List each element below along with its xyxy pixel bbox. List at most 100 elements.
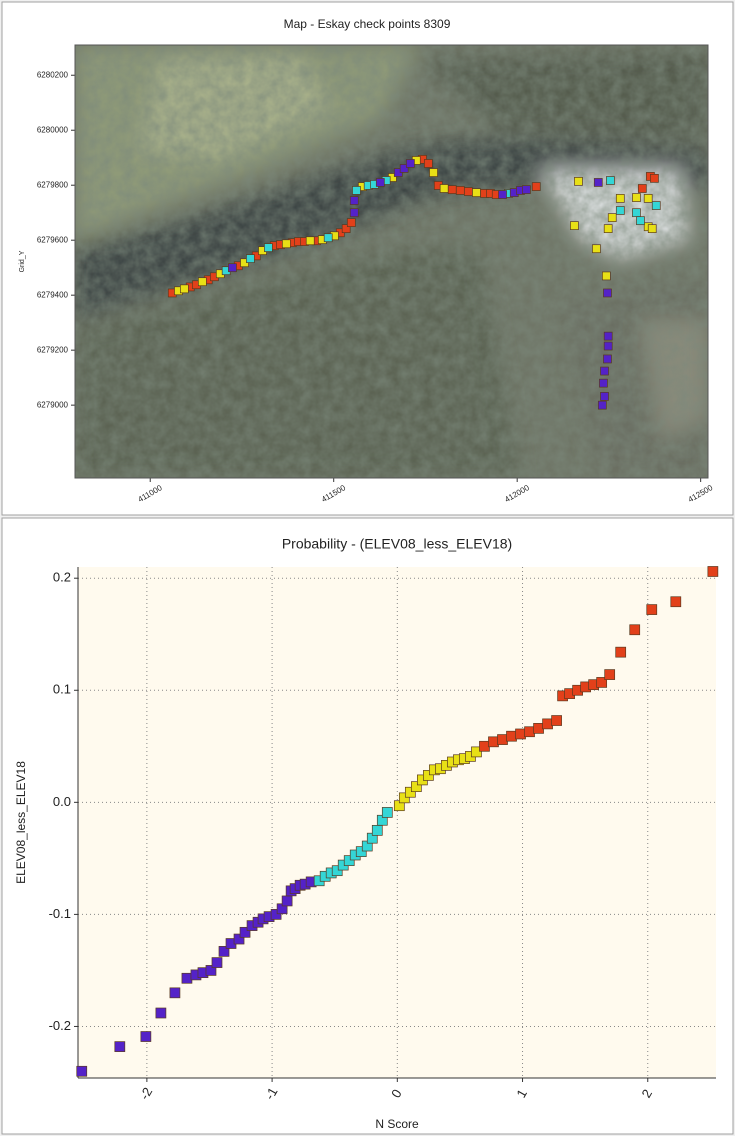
data-point	[282, 239, 291, 249]
data-point	[343, 855, 355, 866]
data-point	[114, 1041, 126, 1052]
data-point	[637, 184, 647, 193]
data-point	[464, 187, 473, 196]
data-point	[197, 277, 207, 287]
data-point	[239, 926, 251, 938]
data-point	[636, 216, 645, 226]
data-point	[542, 718, 553, 730]
data-point	[305, 236, 315, 246]
y-tick-label: 0.1	[53, 682, 71, 697]
data-point	[515, 728, 526, 740]
data-point	[593, 178, 603, 187]
data-point	[604, 669, 616, 680]
data-point	[439, 184, 449, 193]
data-point	[471, 746, 482, 758]
y-tick-label: 0.0	[53, 794, 71, 809]
data-point	[574, 177, 583, 186]
data-point	[398, 792, 410, 804]
data-point	[607, 213, 617, 223]
data-point	[602, 271, 611, 281]
y-tick-label: 0.2	[53, 570, 71, 585]
data-point	[524, 726, 535, 738]
data-point	[281, 895, 293, 907]
y-tick-label: -0.1	[49, 906, 71, 921]
data-point	[603, 288, 612, 298]
data-point	[632, 208, 641, 218]
data-point	[603, 354, 612, 364]
data-point	[670, 596, 682, 608]
x-axis-label: N Score	[375, 1117, 419, 1131]
data-point	[228, 263, 237, 273]
y-tick-label: 6279000	[37, 400, 69, 409]
data-point	[596, 677, 608, 688]
data-point	[479, 740, 490, 752]
satellite-image	[75, 45, 708, 478]
data-point	[615, 646, 627, 658]
y-tick-label: 6280200	[37, 70, 69, 79]
data-point	[399, 164, 409, 173]
data-point	[600, 391, 609, 401]
data-point	[570, 221, 579, 230]
data-point	[606, 176, 615, 185]
data-point	[498, 190, 507, 199]
data-point	[264, 243, 273, 252]
data-point	[551, 715, 562, 726]
data-point	[506, 730, 517, 742]
data-point	[406, 159, 415, 168]
data-point	[497, 734, 508, 745]
y-tick-label: 6280000	[37, 125, 69, 134]
data-point	[155, 1007, 167, 1019]
data-point	[169, 987, 181, 999]
data-point	[218, 946, 230, 957]
data-point	[707, 566, 719, 577]
data-point	[341, 224, 351, 233]
y-axis-label: Grid_Y	[19, 250, 26, 272]
data-point	[629, 624, 641, 636]
data-point	[270, 909, 282, 920]
data-point	[615, 194, 625, 203]
data-point	[180, 284, 189, 294]
data-point	[603, 331, 613, 341]
data-point	[650, 173, 659, 183]
data-point	[651, 201, 661, 210]
y-tick-label: 6279600	[37, 235, 69, 244]
data-point	[522, 185, 531, 194]
y-tick-label: -0.2	[49, 1018, 71, 1033]
data-point	[205, 965, 217, 976]
y-tick-label: 6279800	[37, 180, 69, 189]
data-point	[181, 972, 193, 984]
data-point	[381, 807, 393, 818]
data-point	[592, 244, 601, 254]
data-point	[531, 182, 541, 191]
chart-title: Map - Eskay check points 8309	[284, 17, 451, 31]
data-point	[331, 865, 343, 877]
data-point	[447, 185, 457, 194]
data-point	[211, 957, 223, 968]
plot-background	[78, 567, 716, 1078]
data-point	[410, 781, 422, 792]
data-point	[424, 159, 433, 168]
data-point	[140, 1031, 152, 1042]
data-point	[429, 168, 438, 177]
data-point	[352, 186, 361, 195]
data-point	[647, 224, 657, 233]
data-point	[603, 224, 613, 233]
data-point	[643, 194, 653, 203]
data-point	[599, 378, 608, 388]
data-point	[488, 736, 499, 748]
data-point	[472, 188, 481, 197]
data-point	[615, 206, 625, 215]
data-point	[349, 196, 359, 205]
data-point	[233, 933, 245, 945]
y-tick-label: 6279200	[37, 345, 69, 354]
data-point	[423, 770, 434, 781]
data-point	[533, 723, 544, 734]
data-point	[455, 186, 465, 195]
plot-frame	[74, 44, 709, 479]
data-point	[355, 846, 367, 857]
chart-title: Probability - (ELEV08_less_ELEV18)	[282, 536, 512, 552]
data-point	[246, 254, 255, 263]
data-point	[349, 208, 359, 218]
